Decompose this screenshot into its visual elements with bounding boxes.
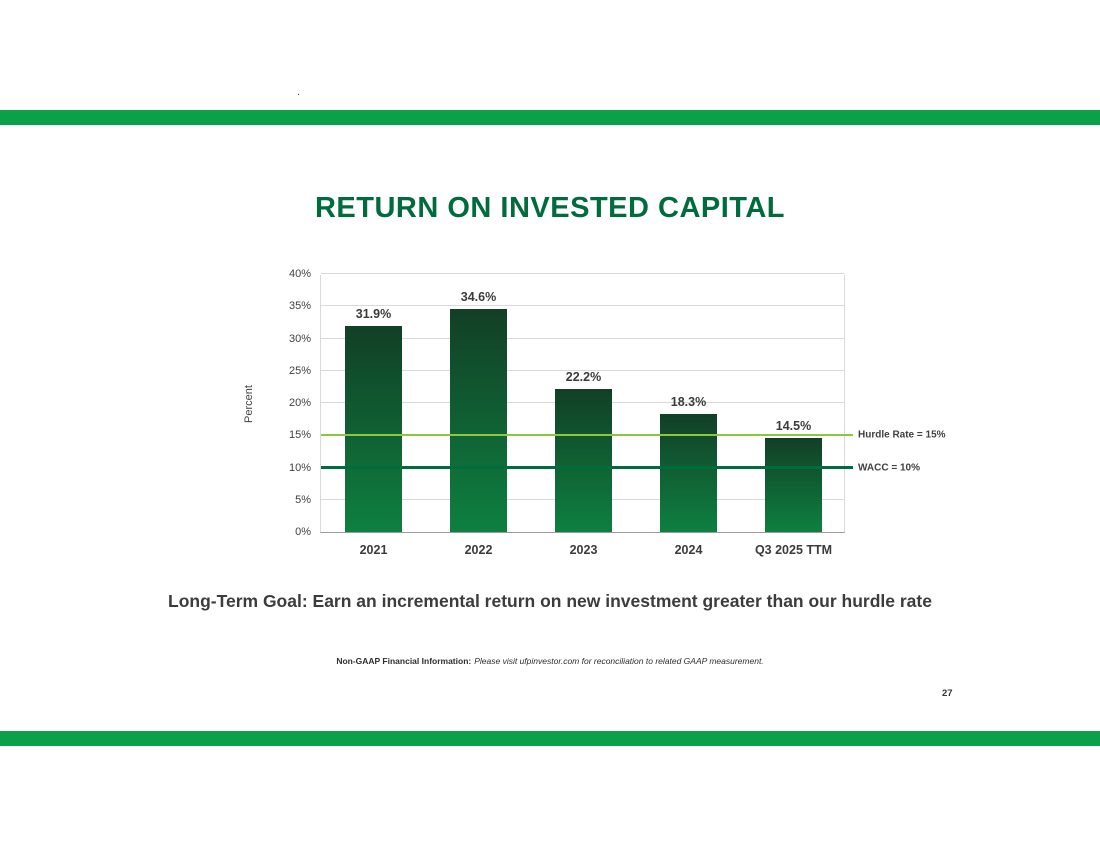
x-axis-label: 2024 [674, 543, 703, 557]
y-tick-label: 30% [288, 332, 311, 345]
y-tick-label: 0% [295, 526, 311, 538]
bottom-green-band [0, 731, 1100, 746]
gridline [321, 337, 844, 339]
bar-value-label: 34.6% [460, 289, 497, 304]
goal-text: Long-Term Goal: Earn an incremental retu… [168, 591, 932, 611]
x-axis-label: 2021 [359, 543, 388, 557]
x-axis-label: 2023 [569, 543, 598, 557]
footnote-text: Please visit ufpinvestor.com for reconci… [474, 656, 764, 666]
bar-2023 [555, 388, 612, 532]
footnote-label: Non-GAAP Financial Information: [336, 656, 472, 666]
footnote: Non-GAAP Financial Information: Please vi… [0, 656, 1100, 666]
y-tick-label: 35% [288, 300, 311, 313]
plot-area: Percent 0% 5% 10% 15% 20% 25% 30% 35% 40% 31.9% 20… [243, 268, 946, 557]
stray-dot: . [297, 86, 301, 98]
page-number: 27 [942, 688, 953, 699]
reference-line [321, 434, 853, 437]
x-axis-label: Q3 2025 TTM [754, 543, 833, 557]
bar-value-label: 14.5% [775, 419, 812, 434]
reference-line-label: Hurdle Rate = 15% [858, 429, 946, 441]
bar-q3-2025-ttm [765, 438, 822, 532]
gridline [321, 273, 844, 274]
y-tick-label: 15% [288, 429, 311, 442]
reference-line-label: WACC = 10% [858, 462, 920, 473]
bar-2022 [450, 308, 507, 532]
y-tick-label: 40% [288, 268, 311, 280]
slide-title: RETURN ON INVESTED CAPITAL [314, 192, 786, 224]
y-tick-label: 20% [288, 397, 311, 409]
gridline [321, 369, 844, 371]
bar-2021 [345, 326, 402, 532]
y-axis-title: Percent [243, 384, 255, 423]
reference-line [321, 466, 853, 469]
bar-value-label: 22.2% [565, 369, 602, 384]
y-tick-label: 10% [288, 461, 311, 474]
y-tick-label: 25% [288, 364, 311, 377]
top-green-band [0, 110, 1100, 125]
bar-value-label: 31.9% [355, 307, 392, 322]
bar-value-label: 18.3% [670, 394, 707, 409]
x-axis-label: 2022 [464, 543, 493, 557]
bar-2024 [660, 413, 717, 532]
y-tick-label: 5% [295, 493, 311, 506]
gridline [321, 305, 844, 307]
